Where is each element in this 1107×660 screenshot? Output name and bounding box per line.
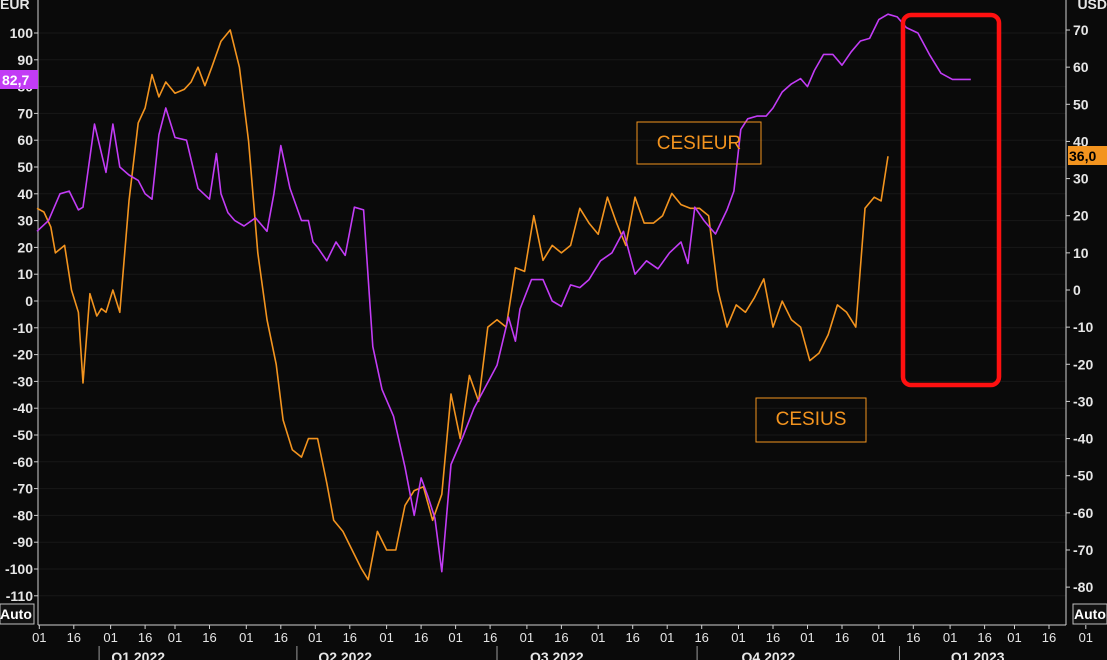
left-tick-label: -60 [13, 454, 33, 470]
left-tick-label: -30 [13, 373, 33, 389]
auto-right-button[interactable]: Auto [1072, 603, 1107, 625]
right-tick-label: -80 [1073, 579, 1093, 595]
x-tick-label: 01 [32, 630, 46, 645]
left-tick-label: -10 [13, 320, 33, 336]
series-cesius [36, 29, 889, 581]
left-tick-label: 10 [17, 266, 33, 282]
auto-right-label: Auto [1074, 606, 1106, 622]
x-tick-label: 01 [239, 630, 253, 645]
x-tick-label: 01 [379, 630, 393, 645]
right-last-value-flag: 36,0 [1068, 146, 1107, 165]
x-tick-label: 16 [202, 630, 216, 645]
auto-left-button[interactable]: Auto [0, 603, 35, 625]
x-tick-label: 16 [906, 630, 920, 645]
x-tick-label: 01 [308, 630, 322, 645]
right-tick-label: 10 [1073, 245, 1089, 261]
series-line [36, 29, 889, 581]
quarter-label: Q3 2022 [530, 649, 584, 660]
x-tick-label: 01 [591, 630, 605, 645]
x-tick-label: 16 [343, 630, 357, 645]
right-tick-label: -60 [1073, 505, 1093, 521]
x-tick-label: 01 [872, 630, 886, 645]
x-tick-label: 16 [414, 630, 428, 645]
right-unit-label: USD [1077, 0, 1107, 12]
right-last-value: 36,0 [1069, 148, 1096, 164]
right-tick-label: 50 [1073, 96, 1089, 112]
x-tick-label: 16 [835, 630, 849, 645]
left-tick-label: -70 [13, 481, 33, 497]
right-tick-label: -30 [1073, 393, 1093, 409]
x-tick-label: 01 [448, 630, 462, 645]
right-tick-label: 20 [1073, 208, 1089, 224]
x-tick-label: 16 [554, 630, 568, 645]
x-tick-label: 16 [694, 630, 708, 645]
x-tick-label: 16 [138, 630, 152, 645]
right-axis: USD 70 60 50 40 30 20 10 0 -10 -20 -30 -40 -50 -60 -70… [1066, 0, 1107, 595]
x-tick-label: 16 [625, 630, 639, 645]
highlight-box [900, 12, 1002, 388]
quarter-label: Q1 2022 [111, 649, 165, 660]
cesieur-label: CESIEUR [657, 133, 741, 154]
x-tick-label: 16 [67, 630, 81, 645]
left-tick-label: 20 [17, 239, 33, 255]
right-tick-label: 30 [1073, 171, 1089, 187]
x-tick-label: 16 [1042, 630, 1056, 645]
left-tick-label: 100 [10, 25, 34, 41]
x-tick-label: 01 [660, 630, 674, 645]
x-tick-label: 16 [977, 630, 991, 645]
right-tick-label: 60 [1073, 59, 1089, 75]
left-tick-label: 50 [17, 159, 33, 175]
quarter-label: Q1 2023 [951, 649, 1005, 660]
left-tick-label: 70 [17, 105, 33, 121]
left-tick-label: 0 [25, 293, 33, 309]
cesius-label: CESIUS [776, 409, 847, 430]
left-tick-label: -50 [13, 427, 33, 443]
right-tick-label: -20 [1073, 356, 1093, 372]
left-tick-label: -40 [13, 400, 33, 416]
right-tick-label: 0 [1073, 282, 1081, 298]
left-last-value-flag: 82,7 [0, 70, 38, 89]
right-tick-label: -50 [1073, 468, 1093, 484]
left-axis: EUR 1009080706050403020100-10-20-30-40-5… [0, 0, 38, 604]
x-axis: 01 16 01 16 01 16 01 16 01 16 01 16 01 16 01 16 01 16 01 16… [32, 625, 1093, 660]
left-tick-label: 40 [17, 186, 33, 202]
right-tick-label: 40 [1073, 133, 1089, 149]
x-tick-label: 01 [520, 630, 534, 645]
left-tick-label: 60 [17, 132, 33, 148]
x-tick-label: 01 [800, 630, 814, 645]
x-tick-label: 01 [103, 630, 117, 645]
right-tick-label: 70 [1073, 22, 1089, 38]
left-tick-label: -110 [6, 588, 33, 604]
x-tick-label: 16 [483, 630, 497, 645]
gridlines [37, 0, 1067, 626]
quarter-label: Q4 2022 [742, 649, 796, 660]
left-unit-label: EUR [0, 0, 30, 12]
left-tick-label: -100 [5, 561, 33, 577]
x-tick-label: 01 [1079, 630, 1093, 645]
left-tick-label: -90 [13, 534, 33, 550]
left-tick-label: -20 [13, 347, 33, 363]
left-tick-label: 30 [17, 213, 33, 229]
x-tick-label: 01 [943, 630, 957, 645]
left-tick-label: 90 [17, 52, 33, 68]
right-tick-label: -10 [1073, 319, 1093, 335]
x-tick-label: 16 [274, 630, 288, 645]
right-tick-label: -40 [1073, 431, 1093, 447]
auto-left-label: Auto [0, 606, 32, 622]
cesius-label-box [755, 397, 867, 443]
quarter-label: Q2 2022 [318, 649, 372, 660]
series-line [36, 13, 971, 573]
x-tick-label: 16 [766, 630, 780, 645]
x-tick-label: 01 [731, 630, 745, 645]
series-cesieur [36, 13, 971, 573]
x-tick-label: 01 [1007, 630, 1021, 645]
right-tick-label: -70 [1073, 542, 1093, 558]
x-tick-label: 01 [168, 630, 182, 645]
left-tick-label: -80 [13, 507, 33, 523]
left-last-value: 82,7 [2, 72, 29, 88]
cesieur-label-box [636, 121, 762, 165]
